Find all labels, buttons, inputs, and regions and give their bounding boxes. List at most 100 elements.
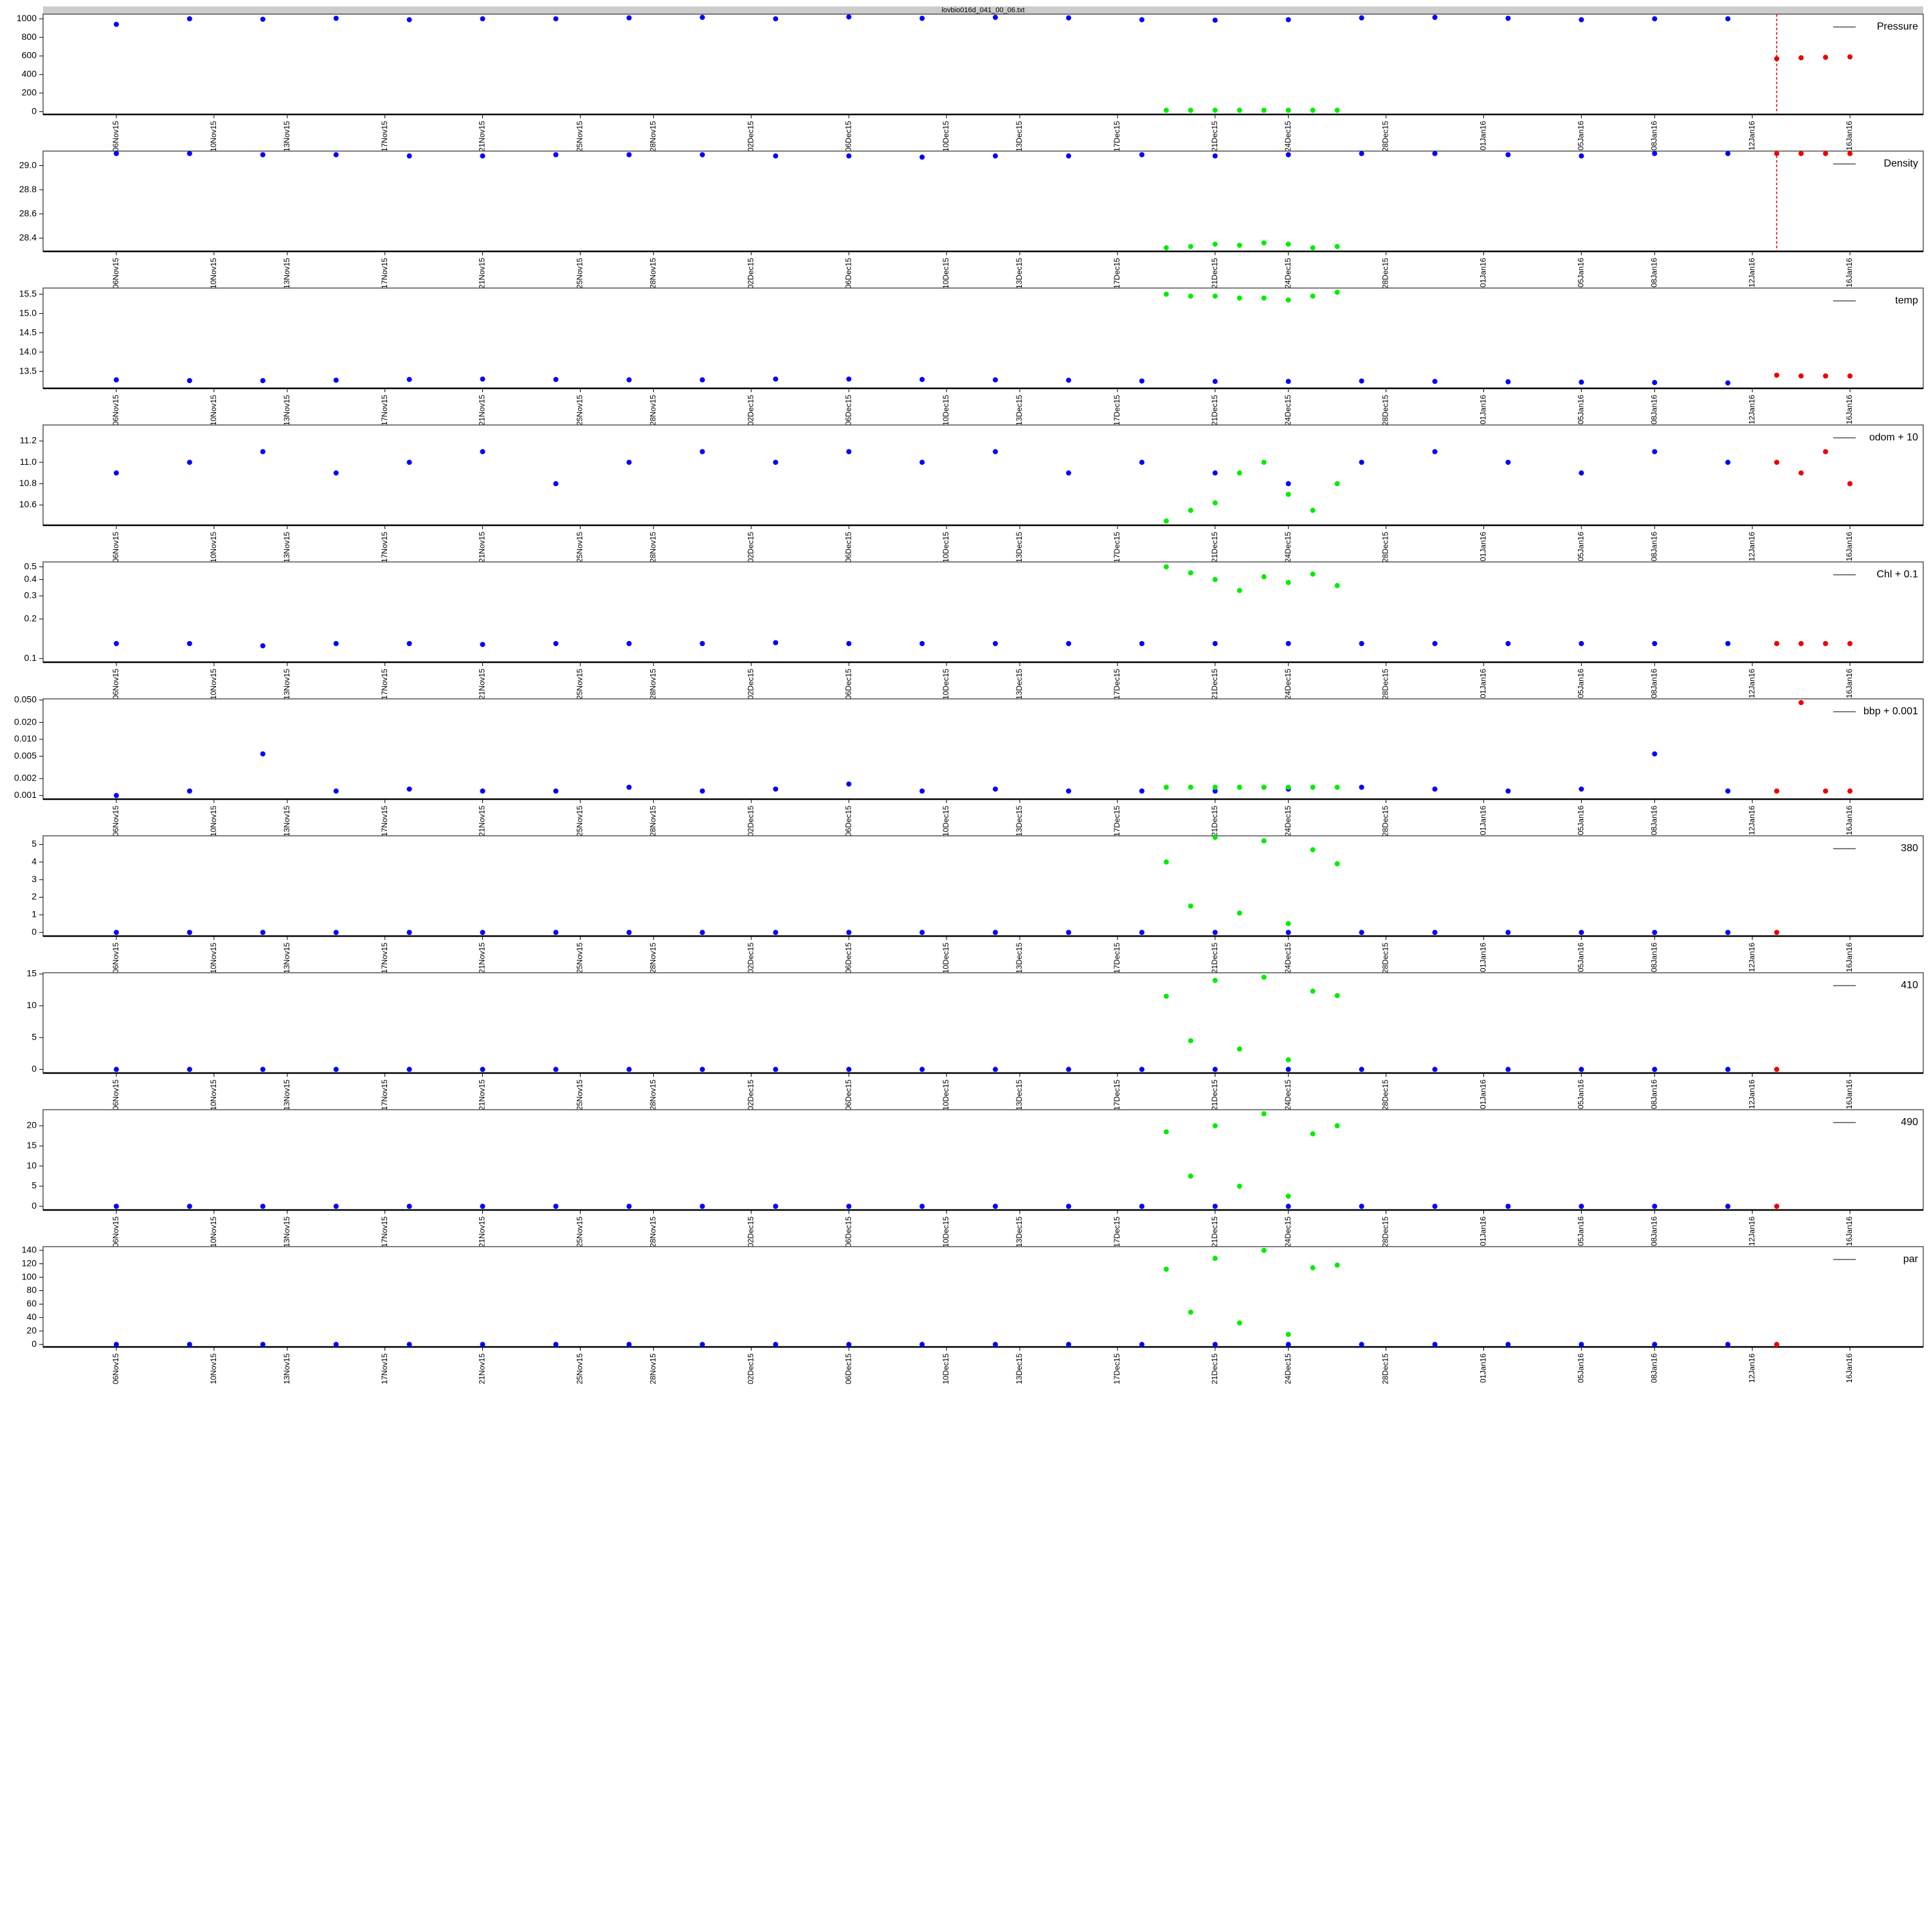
data-point (1261, 240, 1267, 246)
data-point (1310, 847, 1316, 853)
data-point (1285, 1057, 1291, 1063)
x-tick-label: 28Nov15 (649, 669, 658, 700)
x-tick-label: 10Nov15 (209, 669, 218, 700)
x-tick-label: 17Nov15 (380, 669, 389, 700)
data-point (480, 642, 485, 647)
data-point (919, 930, 925, 935)
data-point (186, 378, 192, 383)
data-point (1359, 1204, 1364, 1209)
data-point (1432, 930, 1438, 935)
x-tick-label: 16Jan16 (1845, 258, 1854, 287)
y-tick-label: 29.0 (19, 159, 37, 170)
x-tick-label: 21Nov15 (478, 1216, 487, 1247)
x-tick-label: 24Dec15 (1283, 1216, 1292, 1247)
y-tick-label: 14.0 (19, 346, 37, 356)
x-tick-label: 06Nov15 (111, 669, 120, 700)
x-tick-label: 24Dec15 (1283, 669, 1292, 700)
data-point (1505, 1342, 1511, 1348)
data-point (1579, 1067, 1584, 1072)
data-point (1163, 784, 1169, 790)
data-point (1359, 150, 1364, 156)
data-point (1065, 377, 1071, 383)
x-tick-label: 25Nov15 (575, 1353, 584, 1384)
data-point (1261, 574, 1267, 580)
data-point (773, 376, 779, 382)
data-point (406, 153, 412, 159)
x-tick-label: 05Jan16 (1577, 943, 1586, 972)
data-point (1310, 784, 1316, 790)
data-point (1310, 293, 1316, 299)
data-point (1285, 784, 1291, 790)
data-point (1236, 784, 1242, 790)
x-tick-label: 17Nov15 (380, 1216, 389, 1247)
x-tick-label: 08Jan16 (1649, 943, 1658, 972)
x-tick-label: 17Nov15 (380, 532, 389, 563)
data-point (113, 1342, 119, 1348)
x-tick-label: 02Dec15 (746, 532, 755, 563)
data-point (1212, 1204, 1218, 1209)
data-point (1212, 241, 1218, 247)
data-point (1188, 1173, 1193, 1179)
x-tick-label: 13Nov15 (282, 806, 291, 836)
data-point (1579, 930, 1584, 935)
y-tick-label: 140 (22, 1244, 37, 1254)
x-tick-label: 17Dec15 (1112, 258, 1121, 289)
x-tick-label: 13Dec15 (1015, 1079, 1024, 1110)
x-tick-label: 10Nov15 (209, 1079, 218, 1110)
x-tick-label: 10Dec15 (941, 669, 950, 700)
y-tick-label: 28.4 (19, 232, 37, 242)
data-point (406, 460, 412, 465)
data-point (773, 16, 779, 22)
data-point (406, 1204, 412, 1209)
data-point (1847, 788, 1853, 794)
y-tick-label: 10 (26, 1160, 37, 1170)
x-tick-label: 28Dec15 (1381, 395, 1390, 426)
x-tick-label: 25Nov15 (575, 943, 584, 973)
x-tick-label: 13Dec15 (1015, 806, 1024, 836)
y-tick-label: 120 (22, 1258, 37, 1268)
data-point (1725, 380, 1731, 386)
x-tick-label: 06Nov15 (111, 532, 120, 563)
y-tick-label: 200 (22, 87, 37, 97)
data-point (1261, 295, 1267, 301)
data-point (480, 153, 485, 159)
data-point (992, 449, 998, 455)
x-tick-label: 05Jan16 (1577, 1079, 1586, 1109)
legend-label: temp (1895, 295, 1918, 306)
data-point (846, 153, 852, 159)
x-tick-label: 10Dec15 (941, 121, 950, 152)
data-point (1212, 379, 1218, 384)
data-point (1065, 153, 1071, 159)
x-tick-label: 13Dec15 (1015, 395, 1024, 426)
x-tick-label: 24Dec15 (1283, 258, 1292, 289)
x-tick-label: 10Nov15 (209, 258, 218, 289)
y-tick-label: 0.1 (24, 653, 37, 663)
x-tick-label: 08Jan16 (1649, 1353, 1658, 1383)
data-point (1139, 460, 1145, 465)
y-tick-label: 15.5 (19, 288, 37, 298)
plot-frame (42, 150, 1924, 252)
y-tick-label: 15 (26, 968, 37, 979)
x-tick-label: 21Dec15 (1210, 258, 1219, 289)
data-point (1163, 993, 1169, 999)
data-point (773, 1342, 779, 1348)
x-tick-label: 16Jan16 (1845, 532, 1854, 561)
data-point (1236, 1183, 1242, 1189)
data-point (846, 1342, 852, 1348)
legend-label: 410 (1901, 980, 1918, 991)
data-point (992, 1204, 998, 1209)
data-point (553, 930, 559, 935)
data-point (919, 154, 925, 160)
x-tick-label: 17Nov15 (380, 258, 389, 289)
x-tick-label: 08Jan16 (1649, 1216, 1658, 1246)
data-point (1798, 640, 1804, 646)
data-point (553, 640, 559, 646)
x-tick-label: 06Nov15 (111, 1079, 120, 1110)
x-tick-label: 17Dec15 (1112, 532, 1121, 563)
x-tick-label: 28Nov15 (649, 943, 658, 973)
data-point (700, 377, 705, 383)
x-tick-label: 01Jan16 (1479, 1216, 1488, 1246)
data-point (1334, 582, 1340, 588)
data-point (1432, 449, 1438, 455)
data-point (406, 1067, 412, 1072)
